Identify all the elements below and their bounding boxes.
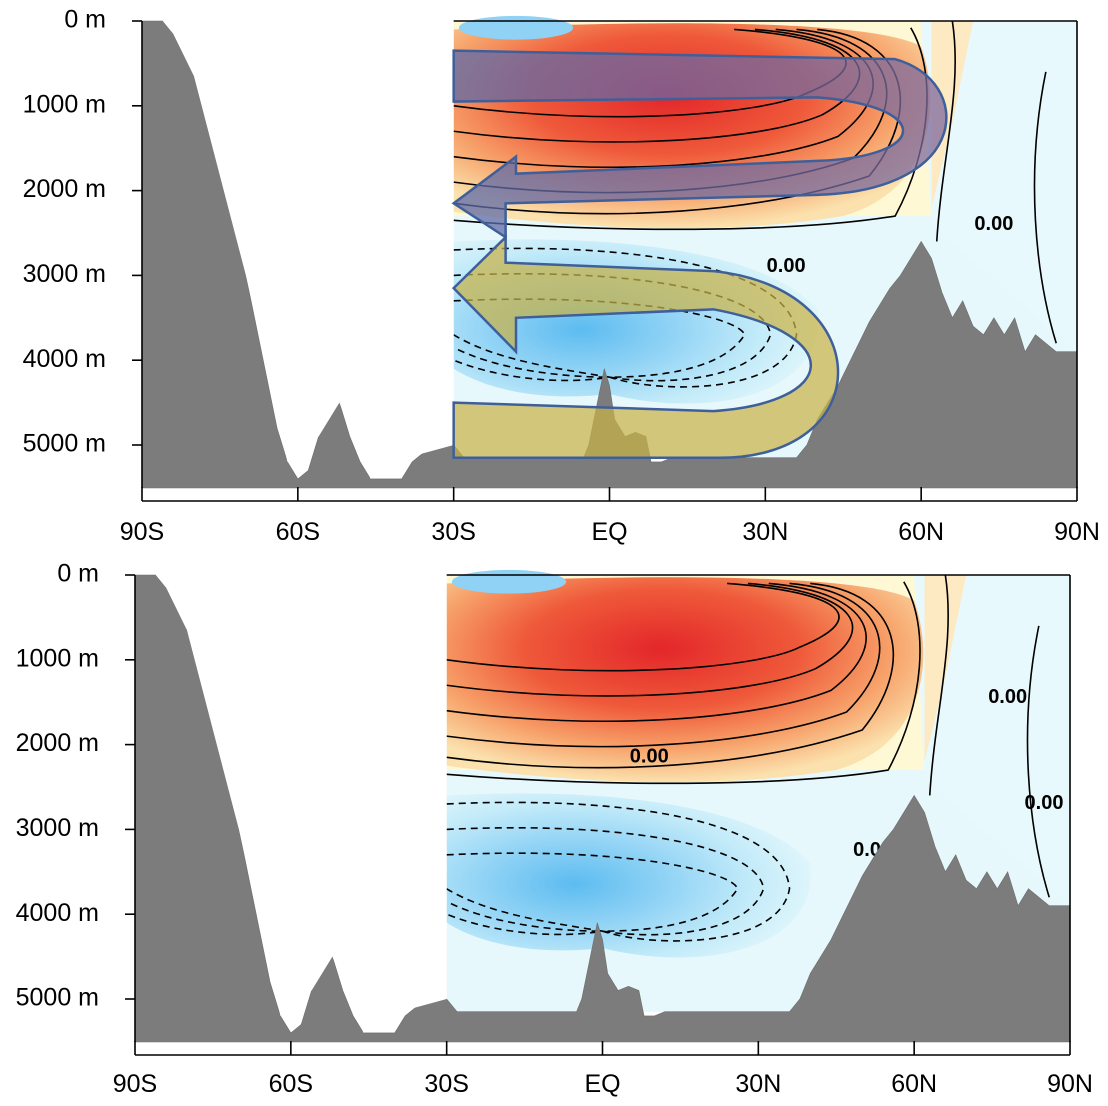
negative-cell [446,793,811,958]
x-tick-label: 90N [1047,1070,1093,1098]
axes: 90S 60S 30S EQ 30N 60N 90N 0 m 1000 m 2000 m 3000 … [23,6,1100,546]
y-tick-label: 3000 m [23,260,106,288]
zero-contour [446,581,921,785]
north-contour-2 [1033,71,1057,344]
y-tick-label: 5000 m [23,430,106,458]
negative-contour [453,247,798,388]
panel-top: 0.00 0.00 90S 60S 30S EQ 30N 60N 90N 0 m 1000 m 200… [23,6,1100,546]
positive-contour [446,582,867,723]
y-tick-label: 2000 m [16,729,99,757]
y-tick-label: 0 m [57,560,99,588]
x-tick-label: 30S [424,1070,468,1098]
contours [446,574,1050,942]
contour-label: 0.00 [630,746,669,768]
negative-contour [446,801,791,942]
contour-label: 0.00 [1025,792,1064,814]
southern-ocean-blank [162,21,454,479]
upper-cell-arrow [451,49,948,240]
positive-contour [446,582,895,769]
north-contour [928,574,950,796]
contour-label: 0.00 [767,255,806,277]
north-contour-2 [1026,625,1050,898]
surface-negative-cell [458,15,574,40]
southern-ocean-blank [155,575,447,1033]
y-tick-label: 1000 m [23,90,106,118]
y-tick-label: 4000 m [16,899,99,927]
x-tick-label: 30N [742,518,788,546]
negative-contour [453,273,772,382]
y-tick-label: 0 m [64,6,106,34]
surface-negative-cell [451,569,567,594]
y-tick-label: 4000 m [23,345,106,373]
y-tick-label: 5000 m [16,984,99,1012]
positive-contour [446,582,881,748]
positive-cell [446,577,924,783]
x-tick-label: 60N [898,518,944,546]
x-tick-label: 60S [276,518,320,546]
positive-contour [446,582,840,672]
positive-contour [446,582,854,697]
y-tick-label: 3000 m [16,814,99,842]
bathymetry [141,20,1078,489]
y-tick-label: 2000 m [23,175,106,203]
positive-contour [453,28,874,169]
contour-label: 0.00 [988,686,1027,708]
x-tick-label: 60S [269,1070,313,1098]
lower-cell-arrow [451,234,840,459]
north-pale-region [921,21,1077,352]
x-tick-label: 60N [891,1070,937,1098]
x-tick-label: 90S [113,1070,157,1098]
north-pale-region [914,575,1070,906]
positive-contour [453,28,861,143]
x-tick-label: 30N [735,1070,781,1098]
negative-contour [446,827,765,936]
contour-label: 0.00 [974,213,1013,235]
axes: 90S 60S 30S EQ 30N 60N 90N 0 m 1000 m 2000 m 3000 … [16,560,1093,1098]
bathymetry [134,574,1071,1043]
negative-contour [446,852,739,932]
circulation-arrows [451,49,948,459]
north-contour [935,20,957,242]
x-tick-label: EQ [591,518,627,546]
x-tick-label: EQ [584,1070,620,1098]
x-tick-label: 90N [1054,518,1100,546]
y-tick-label: 1000 m [16,644,99,672]
x-tick-label: 90S [120,518,164,546]
x-tick-label: 30S [431,518,475,546]
